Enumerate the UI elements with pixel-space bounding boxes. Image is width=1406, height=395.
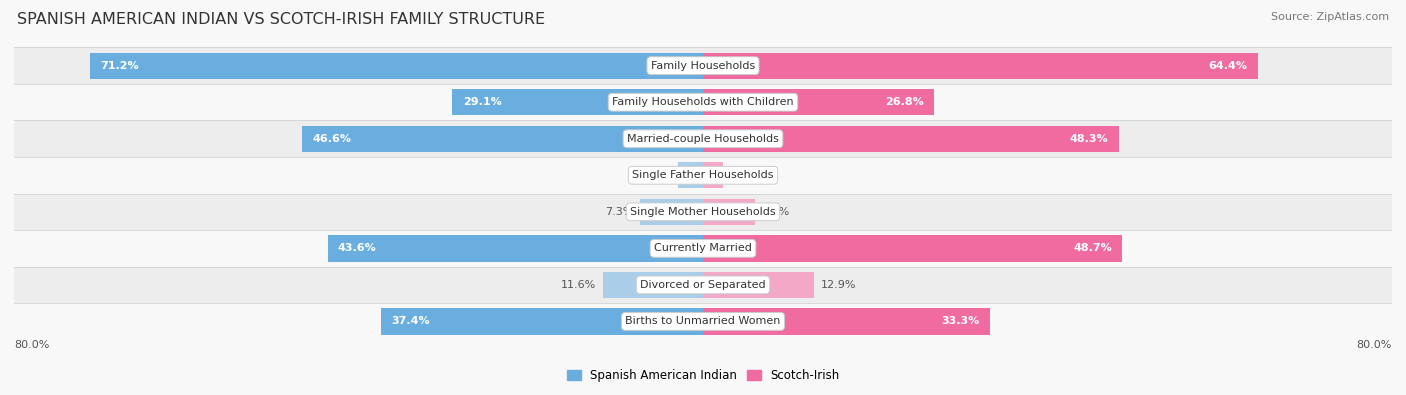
Text: 37.4%: 37.4% [391, 316, 430, 326]
Bar [453, 89, 703, 115]
Text: 80.0%: 80.0% [14, 340, 49, 350]
Bar [14, 230, 1392, 267]
Text: Family Households with Children: Family Households with Children [612, 97, 794, 107]
Text: 80.0%: 80.0% [1357, 340, 1392, 350]
Text: 71.2%: 71.2% [100, 61, 139, 71]
Text: Divorced or Separated: Divorced or Separated [640, 280, 766, 290]
Text: 48.7%: 48.7% [1073, 243, 1112, 253]
Text: Family Households: Family Households [651, 61, 755, 71]
Text: 46.6%: 46.6% [312, 134, 352, 144]
Bar [14, 303, 1392, 340]
Bar [678, 162, 703, 188]
Text: 29.1%: 29.1% [463, 97, 502, 107]
Text: SPANISH AMERICAN INDIAN VS SCOTCH-IRISH FAMILY STRUCTURE: SPANISH AMERICAN INDIAN VS SCOTCH-IRISH … [17, 12, 546, 27]
Text: Single Mother Households: Single Mother Households [630, 207, 776, 217]
Bar [14, 267, 1392, 303]
Text: 33.3%: 33.3% [941, 316, 980, 326]
Text: Currently Married: Currently Married [654, 243, 752, 253]
Bar [328, 235, 703, 261]
Text: Single Father Households: Single Father Households [633, 170, 773, 180]
Text: 6.0%: 6.0% [762, 207, 790, 217]
Bar [90, 53, 703, 79]
Text: Source: ZipAtlas.com: Source: ZipAtlas.com [1271, 12, 1389, 22]
Text: 12.9%: 12.9% [821, 280, 856, 290]
Bar [703, 272, 814, 298]
Bar [14, 120, 1392, 157]
Text: 2.3%: 2.3% [730, 170, 758, 180]
Bar [703, 162, 723, 188]
Text: 43.6%: 43.6% [337, 243, 377, 253]
Bar [703, 199, 755, 225]
Text: 48.3%: 48.3% [1070, 134, 1108, 144]
Bar [381, 308, 703, 335]
Bar [302, 126, 703, 152]
Bar [703, 89, 934, 115]
Text: 7.3%: 7.3% [605, 207, 633, 217]
Bar [14, 194, 1392, 230]
Bar [703, 235, 1122, 261]
Text: 11.6%: 11.6% [561, 280, 596, 290]
Bar [703, 53, 1257, 79]
Bar [14, 84, 1392, 120]
Text: Births to Unmarried Women: Births to Unmarried Women [626, 316, 780, 326]
Bar [640, 199, 703, 225]
Text: 2.9%: 2.9% [643, 170, 671, 180]
Bar [603, 272, 703, 298]
Text: 26.8%: 26.8% [884, 97, 924, 107]
Bar [14, 47, 1392, 84]
Bar [703, 126, 1119, 152]
Text: Married-couple Households: Married-couple Households [627, 134, 779, 144]
Text: 64.4%: 64.4% [1208, 61, 1247, 71]
Legend: Spanish American Indian, Scotch-Irish: Spanish American Indian, Scotch-Irish [562, 364, 844, 386]
Bar [703, 308, 990, 335]
Bar [14, 157, 1392, 194]
